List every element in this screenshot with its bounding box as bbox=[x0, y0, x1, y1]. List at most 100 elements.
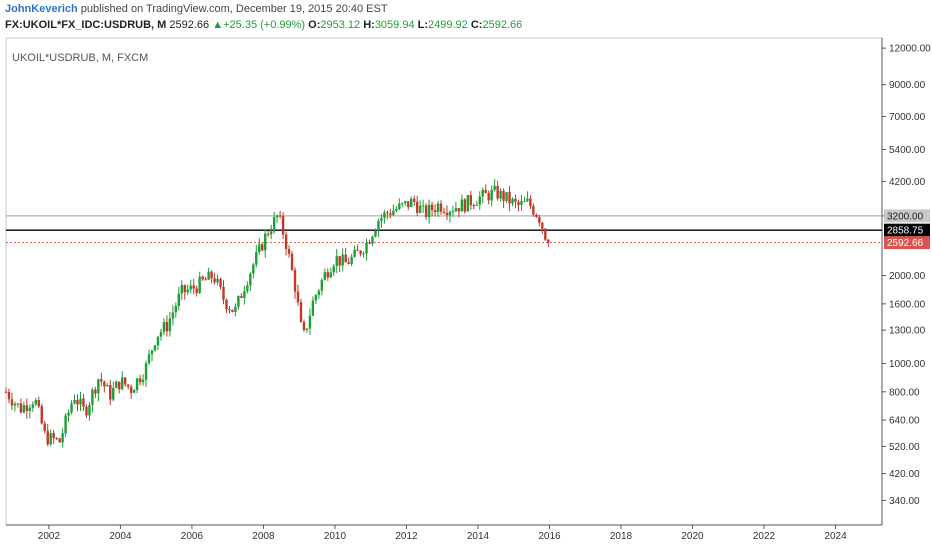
candle-body bbox=[225, 299, 228, 310]
candle-body bbox=[31, 404, 35, 408]
candle-body bbox=[320, 279, 324, 291]
candle-body bbox=[547, 239, 550, 243]
candle-body bbox=[118, 381, 121, 390]
candle-body bbox=[252, 264, 255, 274]
close-label: C: bbox=[470, 19, 483, 31]
plot-area[interactable] bbox=[5, 37, 883, 526]
candle-body bbox=[222, 286, 225, 300]
candle-body bbox=[231, 309, 234, 312]
candle-body bbox=[463, 199, 467, 212]
candle-body bbox=[484, 189, 487, 194]
x-tick-label: 2004 bbox=[109, 531, 132, 542]
candle-body bbox=[52, 433, 55, 439]
candle-body bbox=[58, 438, 61, 443]
x-tick-label: 2020 bbox=[681, 531, 704, 542]
y-tick-label: 340.00 bbox=[889, 496, 920, 507]
published-text: published on TradingView.com, December 1… bbox=[77, 3, 388, 15]
candle-body bbox=[76, 400, 79, 405]
x-tick-label: 2018 bbox=[610, 531, 633, 542]
chart-title: UKOIL*USDRUB, M, FXCM bbox=[12, 52, 148, 64]
candle-body bbox=[475, 204, 478, 206]
candle-body bbox=[46, 430, 49, 445]
candle-body bbox=[34, 400, 37, 405]
candle-body bbox=[541, 222, 544, 229]
candle-body bbox=[529, 198, 532, 207]
candle-body bbox=[37, 400, 40, 407]
y-tick-label: 420.00 bbox=[889, 469, 920, 480]
author-link[interactable]: JohnKeverich bbox=[5, 3, 78, 15]
candle-body bbox=[487, 193, 490, 201]
candle-body bbox=[454, 208, 458, 212]
candle-body bbox=[493, 185, 496, 190]
candle-body bbox=[296, 291, 300, 303]
candle-body bbox=[168, 318, 172, 332]
candle-body bbox=[374, 230, 377, 237]
candle-body bbox=[508, 192, 511, 204]
candle-body bbox=[195, 288, 198, 293]
candle-body bbox=[401, 203, 404, 205]
candle-body bbox=[317, 290, 321, 296]
candle-body bbox=[249, 273, 252, 286]
candle-body bbox=[433, 210, 437, 212]
candle-body bbox=[439, 203, 443, 212]
price-label-text: 2858.75 bbox=[887, 226, 924, 237]
candle-body bbox=[121, 377, 124, 390]
candle-body bbox=[156, 336, 160, 346]
candle-body bbox=[22, 405, 26, 413]
x-tick-label: 2022 bbox=[753, 531, 776, 542]
candle-body bbox=[67, 412, 70, 416]
candle-body bbox=[275, 215, 279, 218]
candle-body bbox=[258, 244, 261, 253]
candle-body bbox=[457, 208, 461, 212]
candle-body bbox=[97, 379, 100, 394]
candle-body bbox=[418, 205, 422, 213]
candle-body bbox=[365, 242, 368, 254]
candle-body bbox=[141, 379, 145, 383]
x-tick-label: 2006 bbox=[181, 531, 204, 542]
x-tick-label: 2002 bbox=[38, 531, 61, 542]
candle-body bbox=[523, 201, 526, 203]
candle-body bbox=[466, 195, 470, 212]
candle-body bbox=[165, 322, 169, 332]
high-label: H: bbox=[363, 19, 375, 31]
candle-body bbox=[299, 302, 303, 323]
candle-body bbox=[28, 407, 32, 411]
y-tick-label: 800.00 bbox=[889, 387, 920, 398]
candle-body bbox=[213, 278, 216, 283]
candle-body bbox=[281, 216, 285, 235]
y-tick-label: 640.00 bbox=[889, 416, 920, 427]
candle-body bbox=[243, 291, 246, 298]
candle-body bbox=[442, 211, 446, 213]
candle-body bbox=[267, 233, 270, 235]
y-tick-label: 520.00 bbox=[889, 442, 920, 453]
candle-body bbox=[91, 389, 94, 405]
candle-body bbox=[448, 211, 452, 216]
candle-body bbox=[186, 289, 189, 293]
candle-body bbox=[323, 272, 327, 280]
candle-body bbox=[502, 190, 505, 201]
candle-body bbox=[490, 189, 493, 201]
candle-body bbox=[85, 406, 88, 416]
candle-body bbox=[13, 403, 17, 406]
candle-body bbox=[386, 212, 389, 214]
candle-body bbox=[147, 354, 151, 364]
x-tick-label: 2012 bbox=[395, 531, 418, 542]
candle-body bbox=[278, 215, 282, 217]
candle-body bbox=[55, 438, 58, 440]
candle-body bbox=[201, 276, 204, 280]
candle-body bbox=[451, 211, 455, 213]
candle-body bbox=[445, 212, 449, 216]
candle-body bbox=[234, 306, 237, 312]
candle-body bbox=[410, 198, 413, 207]
candle-body bbox=[496, 185, 499, 199]
candle-body bbox=[314, 295, 318, 301]
candle-body bbox=[129, 386, 133, 393]
publication-info: JohnKeverich published on TradingView.co… bbox=[5, 3, 388, 15]
candle-body bbox=[302, 322, 306, 331]
candle-body bbox=[112, 387, 115, 400]
price-label-box bbox=[884, 236, 930, 250]
price-label-text: 3200.00 bbox=[887, 211, 924, 222]
candle-body bbox=[138, 378, 142, 383]
candle-body bbox=[115, 381, 118, 388]
